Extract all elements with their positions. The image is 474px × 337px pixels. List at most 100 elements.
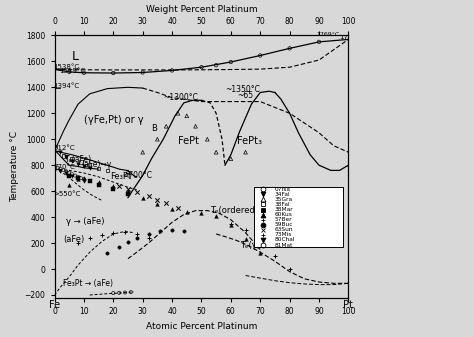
Point — [183, 209, 191, 215]
Point — [203, 136, 211, 142]
Point — [133, 231, 141, 237]
Point — [145, 194, 152, 199]
Point — [198, 211, 205, 216]
Point — [74, 176, 82, 181]
Text: 59Buc: 59Buc — [275, 222, 293, 227]
Text: 60Kus: 60Kus — [275, 212, 293, 217]
Point — [68, 173, 76, 178]
Point — [242, 150, 249, 155]
Point — [315, 39, 323, 44]
Point — [95, 166, 102, 171]
Point — [139, 70, 146, 75]
Text: ~1300°C: ~1300°C — [163, 93, 198, 102]
Point — [168, 68, 176, 73]
Point — [109, 183, 117, 189]
Point — [68, 159, 76, 164]
Text: 35Gra: 35Gra — [275, 197, 293, 202]
Point — [286, 46, 293, 51]
Point — [86, 179, 93, 184]
Point — [124, 188, 132, 194]
Point — [86, 162, 93, 168]
Point — [65, 69, 73, 74]
Text: (γFe,Pt) or γ: (γFe,Pt) or γ — [84, 115, 144, 125]
Text: ~65: ~65 — [237, 91, 253, 100]
Text: 07Isa: 07Isa — [275, 187, 291, 192]
Point — [115, 290, 123, 296]
Text: γ → (aFe): γ → (aFe) — [66, 216, 105, 225]
Point — [86, 165, 93, 170]
Point — [95, 182, 102, 187]
Point — [212, 63, 220, 68]
Point — [77, 176, 85, 181]
Text: L: L — [72, 50, 79, 63]
Point — [198, 64, 205, 70]
Point — [80, 177, 88, 182]
Text: 1394°C: 1394°C — [53, 83, 79, 89]
Point — [180, 228, 188, 234]
Point — [124, 186, 132, 192]
Point — [109, 186, 117, 191]
Point — [227, 59, 235, 65]
Point — [133, 235, 141, 241]
Point — [127, 289, 135, 295]
Point — [154, 197, 161, 203]
Point — [174, 205, 182, 211]
Point — [71, 173, 79, 178]
Text: 38Fal: 38Fal — [275, 202, 291, 207]
Point — [242, 237, 249, 242]
Point — [174, 111, 182, 116]
Point — [77, 159, 85, 165]
Point — [56, 168, 64, 174]
Point — [227, 221, 235, 226]
Text: 34Fal: 34Fal — [275, 192, 291, 197]
Point — [74, 161, 82, 166]
Point — [63, 170, 70, 176]
Text: 57Ber: 57Ber — [275, 217, 292, 222]
Point — [74, 176, 82, 181]
Point — [227, 222, 235, 227]
Point — [156, 228, 164, 234]
Text: Fe₃Pt: Fe₃Pt — [110, 172, 132, 181]
Point — [227, 156, 235, 161]
Text: Tₑ(aFe): Tₑ(aFe) — [65, 155, 92, 164]
Point — [60, 153, 67, 159]
Text: 1519°C: 1519°C — [59, 68, 85, 74]
Point — [68, 172, 76, 177]
Point — [154, 202, 161, 207]
Text: <700°C: <700°C — [122, 171, 152, 180]
Point — [121, 229, 129, 235]
Point — [183, 113, 191, 119]
Text: 73Mis: 73Mis — [275, 233, 292, 237]
Point — [256, 251, 264, 256]
Text: (aFe)→γ: (aFe)→γ — [81, 160, 111, 169]
Text: ~1350°C: ~1350°C — [225, 85, 260, 94]
Point — [104, 251, 111, 256]
Point — [54, 165, 61, 171]
Point — [139, 195, 146, 200]
Text: Tₑ(γ): Tₑ(γ) — [240, 241, 260, 250]
Text: Tₑ(ordered): Tₑ(ordered) — [210, 206, 258, 215]
Point — [80, 178, 88, 183]
Point — [124, 239, 132, 244]
Point — [56, 150, 64, 155]
Point — [65, 170, 73, 176]
Text: FePt₃: FePt₃ — [237, 135, 262, 146]
Point — [109, 70, 117, 76]
Text: FePt: FePt — [178, 135, 199, 146]
X-axis label: Weight Percent Platinum: Weight Percent Platinum — [146, 5, 257, 14]
Point — [271, 253, 279, 259]
Text: 80Chal: 80Chal — [275, 238, 295, 242]
Point — [168, 227, 176, 233]
Point — [60, 167, 67, 173]
Point — [139, 150, 146, 155]
Point — [74, 177, 82, 182]
Point — [192, 124, 200, 129]
Bar — [255, 187, 343, 247]
Text: 1538°C: 1538°C — [53, 64, 79, 70]
Point — [256, 240, 264, 246]
Text: 1769°C: 1769°C — [316, 32, 339, 37]
Point — [115, 183, 123, 189]
Point — [115, 244, 123, 250]
Point — [163, 201, 170, 206]
Point — [124, 191, 132, 196]
